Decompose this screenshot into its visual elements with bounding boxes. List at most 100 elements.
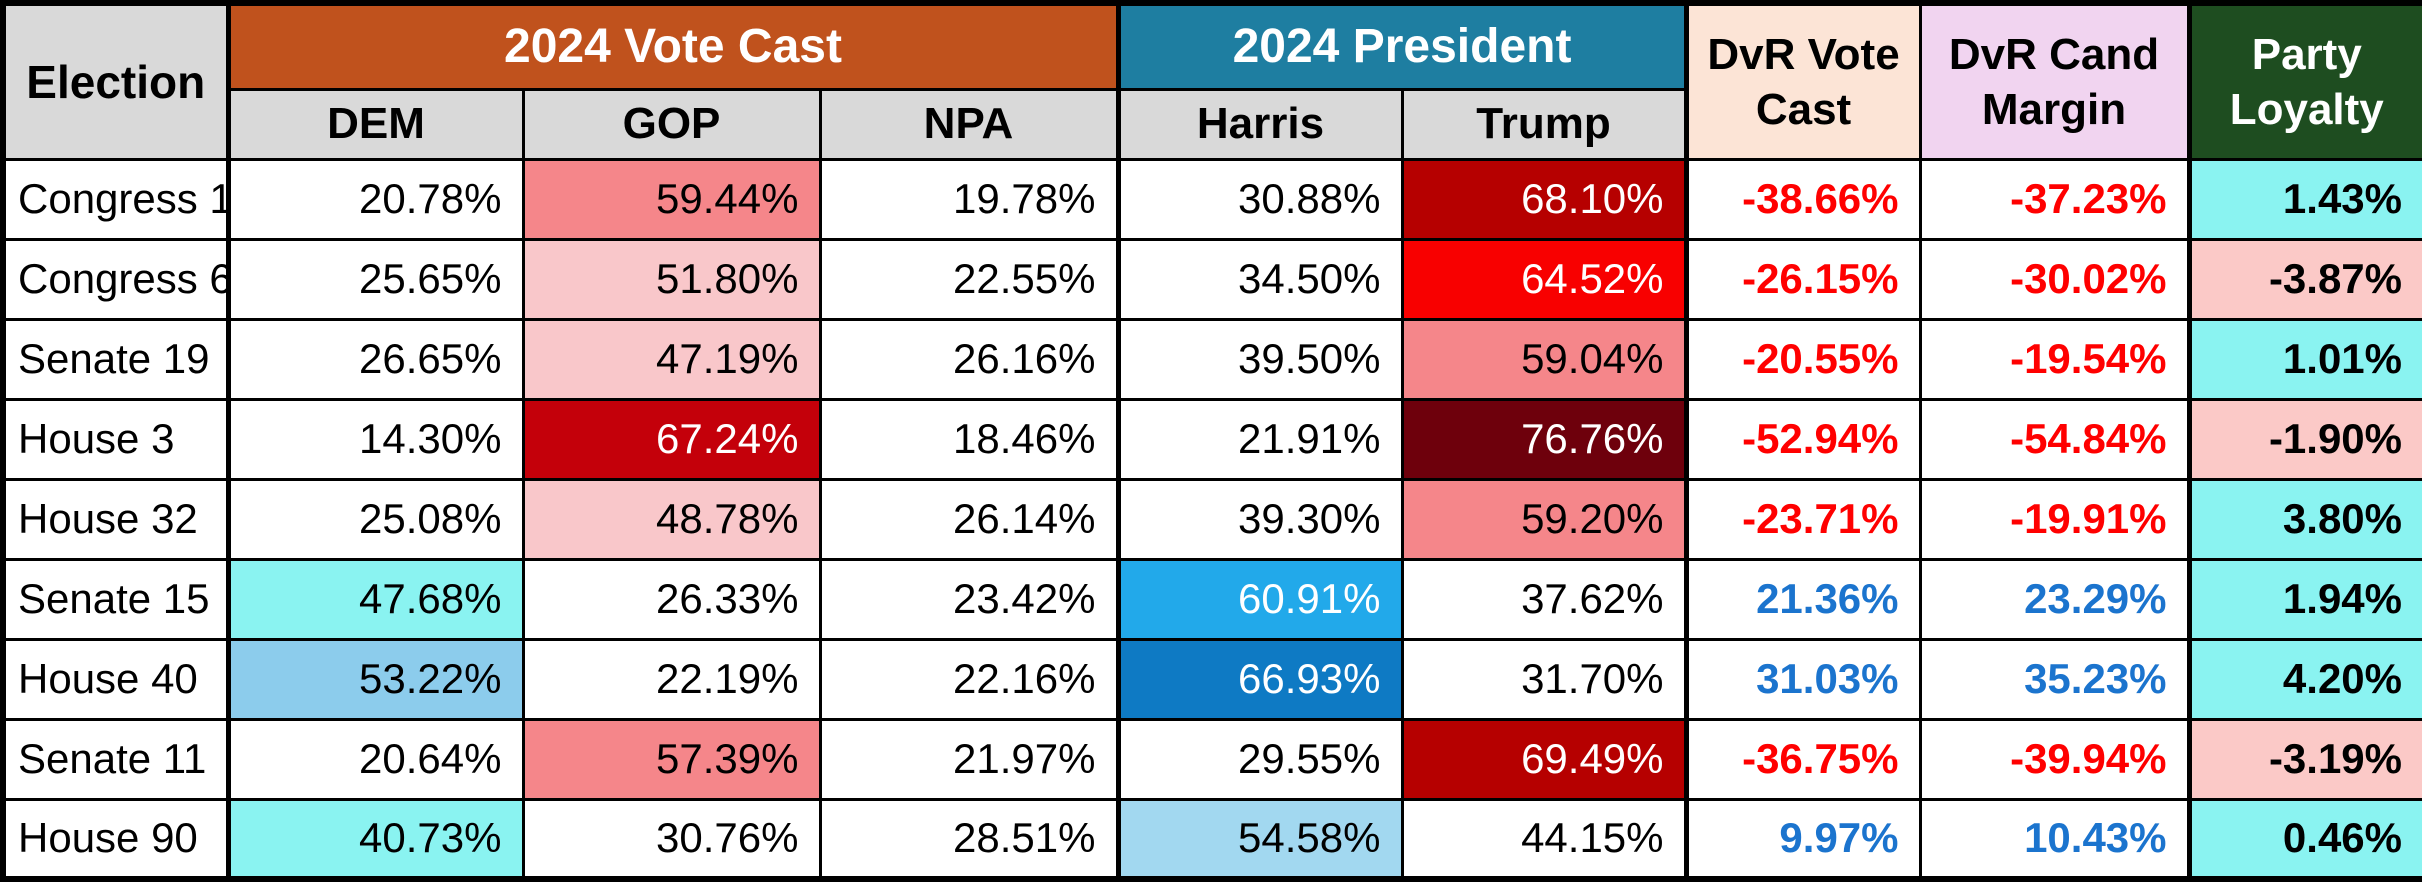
- election-name: Congress 6: [1, 237, 230, 321]
- cell-trump: 37.62%: [1400, 557, 1688, 641]
- cell-harris: 34.50%: [1115, 237, 1404, 321]
- cell-gop: 59.44%: [521, 157, 822, 241]
- cell-party-loyalty: 1.43%: [2186, 157, 2422, 241]
- table-row: Senate 19 26.65% 47.19% 26.16% 39.50% 59…: [1, 317, 2422, 401]
- table-row: Congress 1 20.78% 59.44% 19.78% 30.88% 6…: [1, 157, 2422, 241]
- election-name: Senate 15: [1, 557, 230, 641]
- cell-dvr-cand-margin: -39.94%: [1918, 717, 2191, 801]
- cell-npa: 22.55%: [818, 237, 1120, 321]
- table-header: Election 2024 Vote Cast 2024 President D…: [1, 1, 2422, 161]
- cell-harris: 21.91%: [1115, 397, 1404, 481]
- cell-party-loyalty: -1.90%: [2186, 397, 2422, 481]
- cell-npa: 26.14%: [818, 477, 1120, 561]
- cell-trump: 68.10%: [1400, 157, 1688, 241]
- table-row: Senate 15 47.68% 26.33% 23.42% 60.91% 37…: [1, 557, 2422, 641]
- cell-trump: 31.70%: [1400, 637, 1688, 721]
- cell-trump: 59.20%: [1400, 477, 1688, 561]
- cell-trump: 59.04%: [1400, 317, 1688, 401]
- cell-dem: 20.78%: [225, 157, 525, 241]
- cell-dvr-vote-cast: -20.55%: [1683, 317, 1922, 401]
- cell-dvr-cand-margin: 35.23%: [1918, 637, 2191, 721]
- cell-harris: 29.55%: [1115, 717, 1404, 801]
- cell-dvr-vote-cast: 9.97%: [1683, 797, 1922, 881]
- cell-gop: 48.78%: [521, 477, 822, 561]
- cell-dvr-vote-cast: -26.15%: [1683, 237, 1922, 321]
- cell-dvr-cand-margin: -19.91%: [1918, 477, 2191, 561]
- header-group-row: Election 2024 Vote Cast 2024 President D…: [1, 1, 2422, 161]
- group-header-2024-president: 2024 President: [1115, 1, 1688, 91]
- election-name: House 3: [1, 397, 230, 481]
- cell-harris: 66.93%: [1115, 637, 1404, 721]
- election-name: Congress 1: [1, 157, 230, 241]
- table-row: House 40 53.22% 22.19% 22.16% 66.93% 31.…: [1, 637, 2422, 721]
- column-header-dem: DEM: [225, 87, 525, 161]
- column-header-harris: Harris: [1115, 87, 1404, 161]
- cell-dem: 25.08%: [225, 477, 525, 561]
- column-header-trump: Trump: [1400, 87, 1688, 161]
- cell-dem: 25.65%: [225, 237, 525, 321]
- cell-dvr-cand-margin: -19.54%: [1918, 317, 2191, 401]
- cell-party-loyalty: 1.94%: [2186, 557, 2422, 641]
- cell-party-loyalty: -3.87%: [2186, 237, 2422, 321]
- cell-gop: 26.33%: [521, 557, 822, 641]
- cell-npa: 28.51%: [818, 797, 1120, 881]
- cell-dvr-cand-margin: 10.43%: [1918, 797, 2191, 881]
- cell-dem: 14.30%: [225, 397, 525, 481]
- column-header-npa: NPA: [818, 87, 1120, 161]
- column-header-party-loyalty: Party Loyalty: [2186, 1, 2422, 161]
- cell-trump: 64.52%: [1400, 237, 1688, 321]
- cell-npa: 19.78%: [818, 157, 1120, 241]
- group-header-2024-vote-cast: 2024 Vote Cast: [225, 1, 1120, 91]
- cell-dvr-vote-cast: 31.03%: [1683, 637, 1922, 721]
- cell-gop: 57.39%: [521, 717, 822, 801]
- cell-harris: 54.58%: [1115, 797, 1404, 881]
- cell-party-loyalty: 4.20%: [2186, 637, 2422, 721]
- cell-dvr-cand-margin: -37.23%: [1918, 157, 2191, 241]
- cell-party-loyalty: -3.19%: [2186, 717, 2422, 801]
- election-name: Senate 11: [1, 717, 230, 801]
- table-row: House 90 40.73% 30.76% 28.51% 54.58% 44.…: [1, 797, 2422, 881]
- cell-dvr-cand-margin: -30.02%: [1918, 237, 2191, 321]
- election-name: House 32: [1, 477, 230, 561]
- cell-dvr-vote-cast: -23.71%: [1683, 477, 1922, 561]
- cell-party-loyalty: 1.01%: [2186, 317, 2422, 401]
- cell-dvr-vote-cast: -52.94%: [1683, 397, 1922, 481]
- cell-dvr-cand-margin: 23.29%: [1918, 557, 2191, 641]
- cell-trump: 76.76%: [1400, 397, 1688, 481]
- cell-trump: 69.49%: [1400, 717, 1688, 801]
- cell-trump: 44.15%: [1400, 797, 1688, 881]
- cell-harris: 39.50%: [1115, 317, 1404, 401]
- cell-dem: 26.65%: [225, 317, 525, 401]
- election-name: House 90: [1, 797, 230, 881]
- cell-harris: 30.88%: [1115, 157, 1404, 241]
- table-row: House 3 14.30% 67.24% 18.46% 21.91% 76.7…: [1, 397, 2422, 481]
- cell-dvr-vote-cast: 21.36%: [1683, 557, 1922, 641]
- election-name: Senate 19: [1, 317, 230, 401]
- cell-gop: 22.19%: [521, 637, 822, 721]
- cell-party-loyalty: 3.80%: [2186, 477, 2422, 561]
- cell-dvr-vote-cast: -38.66%: [1683, 157, 1922, 241]
- cell-npa: 26.16%: [818, 317, 1120, 401]
- table-body: Congress 1 20.78% 59.44% 19.78% 30.88% 6…: [1, 157, 2422, 881]
- cell-dem: 20.64%: [225, 717, 525, 801]
- cell-dem: 47.68%: [225, 557, 525, 641]
- cell-npa: 22.16%: [818, 637, 1120, 721]
- cell-npa: 23.42%: [818, 557, 1120, 641]
- cell-harris: 60.91%: [1115, 557, 1404, 641]
- cell-npa: 21.97%: [818, 717, 1120, 801]
- cell-party-loyalty: 0.46%: [2186, 797, 2422, 881]
- election-name: House 40: [1, 637, 230, 721]
- table-row: Congress 6 25.65% 51.80% 22.55% 34.50% 6…: [1, 237, 2422, 321]
- column-header-dvr-cand-margin: DvR Cand Margin: [1918, 1, 2191, 161]
- cell-gop: 67.24%: [521, 397, 822, 481]
- cell-dvr-cand-margin: -54.84%: [1918, 397, 2191, 481]
- cell-gop: 51.80%: [521, 237, 822, 321]
- column-header-election: Election: [1, 1, 230, 161]
- header-sub-row: DEM GOP NPA Harris Trump: [3, 87, 2422, 161]
- cell-harris: 39.30%: [1115, 477, 1404, 561]
- cell-npa: 18.46%: [818, 397, 1120, 481]
- table-row: House 32 25.08% 48.78% 26.14% 39.30% 59.…: [1, 477, 2422, 561]
- cell-dem: 53.22%: [225, 637, 525, 721]
- cell-gop: 47.19%: [521, 317, 822, 401]
